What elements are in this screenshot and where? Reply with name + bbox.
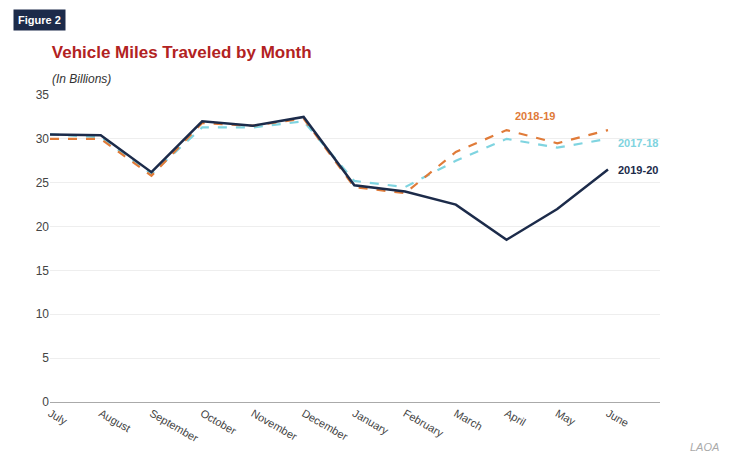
svg-text:0: 0 [42,395,49,409]
svg-text:August: August [97,407,133,435]
svg-text:(In Billions): (In Billions) [52,72,111,86]
svg-text:30: 30 [36,132,50,146]
svg-text:35: 35 [36,88,50,102]
svg-text:September: September [148,407,201,444]
svg-text:October: October [198,407,238,437]
svg-text:February: February [401,407,446,440]
svg-text:Vehicle Miles Traveled by Mont: Vehicle Miles Traveled by Month [52,43,312,62]
svg-text:LAOA: LAOA [690,441,719,453]
svg-text:10: 10 [36,307,50,321]
svg-text:March: March [452,407,484,433]
svg-text:December: December [300,407,350,443]
svg-text:15: 15 [36,264,50,278]
svg-text:2018-19: 2018-19 [515,110,555,122]
svg-text:5: 5 [42,351,49,365]
svg-text:Figure 2: Figure 2 [18,14,61,26]
svg-text:20: 20 [36,220,50,234]
svg-text:May: May [554,407,578,428]
svg-text:November: November [249,407,299,443]
svg-text:2019-20: 2019-20 [618,164,658,176]
svg-text:June: June [604,407,631,429]
svg-text:July: July [46,407,69,427]
svg-text:25: 25 [36,176,50,190]
svg-text:April: April [503,407,528,428]
svg-text:January: January [351,407,391,437]
svg-text:2017-18: 2017-18 [618,137,658,149]
